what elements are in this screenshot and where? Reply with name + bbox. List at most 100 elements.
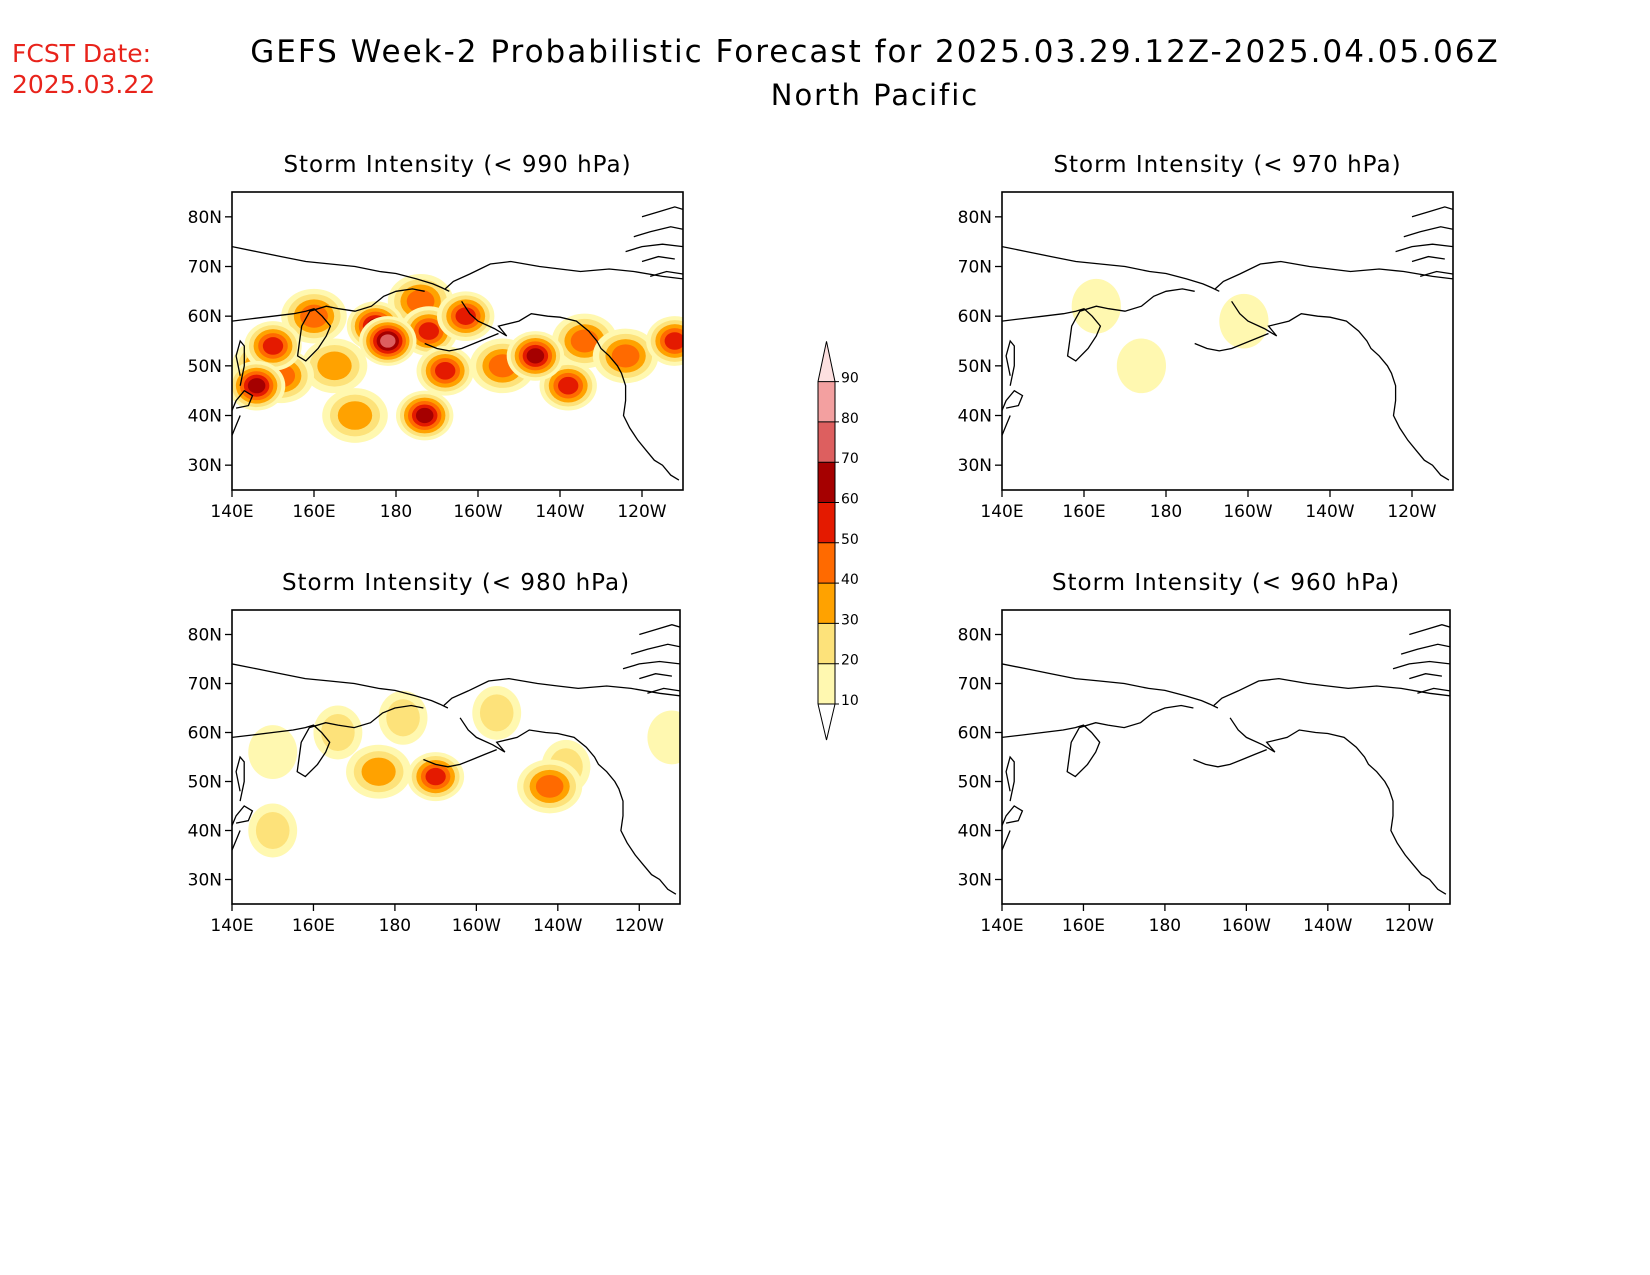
lat-tick-label: 80N <box>188 626 222 646</box>
coastline-segment-1 <box>232 704 424 778</box>
coastline-segment-9 <box>630 643 680 655</box>
coastline-segment-8 <box>641 206 683 218</box>
coastline-segment-12 <box>1420 270 1453 278</box>
coastline-segment-5 <box>232 805 254 826</box>
lon-tick-label: 140W <box>535 502 584 522</box>
panel-title: Storm Intensity (< 970 hPa) <box>1053 152 1401 178</box>
lat-tick-label: 50N <box>958 773 992 793</box>
coastline-segment-5 <box>232 389 254 411</box>
lon-tick-label: 160E <box>1062 502 1105 522</box>
prob-contour-p980-2-20 <box>255 811 290 850</box>
coastline-segment-6 <box>1005 755 1015 802</box>
lat-tick-label: 80N <box>188 208 222 228</box>
prob-contour-p990-19-70 <box>380 334 396 348</box>
coastline <box>1002 206 1453 481</box>
lon-tick-label: 180 <box>380 502 412 522</box>
coastline-segment-2 <box>444 260 683 290</box>
prob-contour-p990-9-50 <box>262 337 284 355</box>
map-frame <box>231 609 681 905</box>
colorbar-segment-80 <box>818 381 835 422</box>
colorbar-lower-end <box>817 703 836 741</box>
coastline-segment-6 <box>235 755 245 802</box>
prob-contour-p990-1-30 <box>337 401 373 430</box>
coastline-segment-3 <box>459 717 677 895</box>
fcst-date-value: 2025.03.22 <box>12 70 155 99</box>
lat-tick-label: 60N <box>188 724 222 744</box>
prob-contour-p980-5-20 <box>386 699 420 737</box>
coastline-segment-9 <box>1400 643 1450 655</box>
coastline-segment-9 <box>1403 226 1453 238</box>
lon-tick-label: 180 <box>1149 916 1181 936</box>
coastline-segment-8 <box>1411 206 1453 218</box>
colorbar-label: 60 <box>841 492 859 508</box>
coastline-segment-0 <box>232 245 450 292</box>
colorbar-label: 40 <box>841 572 859 588</box>
panel-970: Storm Intensity (< 970 hPa) 140E 160E 180 16… <box>958 152 1454 522</box>
lat-tick-label: 70N <box>188 675 222 695</box>
coastline-segment-12 <box>647 687 680 694</box>
coastline-segment-7 <box>232 415 241 436</box>
lon-tick-label: 140W <box>533 916 582 936</box>
prob-contour-p980-0-10 <box>248 725 298 780</box>
coastline-segment-10 <box>622 660 680 670</box>
lon-tick-label: 160W <box>453 502 502 522</box>
map-frame <box>231 191 684 491</box>
map-frame <box>1001 609 1451 905</box>
coastline-segment-8 <box>1409 624 1450 636</box>
coastline-segment-8 <box>639 624 680 636</box>
panel-title: Storm Intensity (< 960 hPa) <box>1052 570 1400 596</box>
coastline-segment-7 <box>1002 415 1011 436</box>
coastline-segment-3 <box>1229 717 1447 895</box>
coastline-segment-10 <box>1395 243 1453 253</box>
lat-tick-label: 30N <box>958 871 992 891</box>
colorbar-label: 80 <box>841 411 859 427</box>
prob-contour-p990-12-50 <box>455 307 476 325</box>
panel-960: Storm Intensity (< 960 hPa) 140E 160E 180 16… <box>958 570 1451 936</box>
lon-tick-label: 140E <box>980 916 1023 936</box>
coastline-segment-7 <box>1002 830 1011 851</box>
colorbar-segment-70 <box>818 421 835 463</box>
lon-tick-label: 160W <box>452 916 501 936</box>
lat-tick-label: 70N <box>958 258 992 278</box>
coastline-segment-5 <box>1002 389 1024 411</box>
lat-tick-label: 30N <box>958 456 992 476</box>
lon-tick-label: 120W <box>615 916 664 936</box>
coastline-segment-3 <box>1231 300 1450 481</box>
coastline-segment-12 <box>1417 687 1450 694</box>
colorbar-segment-10 <box>818 663 835 704</box>
colorbar-segment-30 <box>818 583 835 624</box>
lat-tick-label: 60N <box>188 307 222 327</box>
lat-tick-label: 50N <box>188 357 222 377</box>
map-frame <box>1001 191 1454 491</box>
coastline-segment-10 <box>625 243 683 253</box>
coastline-segment-11 <box>639 673 672 680</box>
prob-contour-p970-3-10 <box>1219 293 1269 349</box>
coastline-segment-4 <box>424 332 499 352</box>
panel-980: Storm Intensity (< 980 hPa) 140E 160E 180 16… <box>188 570 681 936</box>
lat-tick-label: 80N <box>958 208 992 228</box>
coastline-segment-0 <box>1002 245 1220 292</box>
coastline-segment-6 <box>235 339 245 386</box>
lat-tick-label: 80N <box>958 626 992 646</box>
coastline-segment-4 <box>1193 748 1267 768</box>
prob-contour-p980-8-40 <box>535 774 564 798</box>
fcst-date-label: FCST Date: <box>12 39 151 68</box>
lat-tick-label: 40N <box>188 822 222 842</box>
lat-tick-label: 40N <box>188 407 222 427</box>
panel-990: Storm Intensity (< 990 hPa) 140E 160E 180 16… <box>188 152 684 522</box>
prob-contour-p980-9-50 <box>425 767 446 786</box>
prob-contour-p990-10-50 <box>418 322 439 340</box>
coastline-segment-1 <box>232 288 425 362</box>
coastline-segment-10 <box>1392 660 1450 670</box>
lon-tick-label: 160E <box>292 502 335 522</box>
probability-field <box>248 685 680 858</box>
coastline-segment-1 <box>1002 704 1194 778</box>
lon-tick-label: 180 <box>1150 502 1182 522</box>
lat-tick-label: 50N <box>958 357 992 377</box>
coastline-segment-1 <box>1002 288 1195 362</box>
coastline-segment-11 <box>1409 673 1442 680</box>
coastline-segment-2 <box>1214 260 1453 290</box>
prob-contour-p990-16-60 <box>247 378 266 394</box>
coastline-segment-2 <box>1213 677 1450 706</box>
